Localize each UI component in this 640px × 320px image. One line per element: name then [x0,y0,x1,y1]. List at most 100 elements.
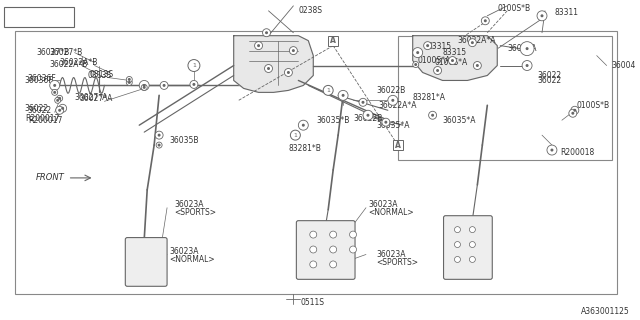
Circle shape [476,64,479,67]
Text: 36023A: 36023A [368,200,397,209]
Circle shape [474,61,481,69]
Circle shape [128,78,131,81]
Circle shape [569,109,577,117]
Circle shape [323,85,333,95]
Text: 0227S: 0227S [22,12,51,21]
Circle shape [59,104,67,112]
Text: R200018: R200018 [560,148,594,156]
Text: 36022A*A: 36022A*A [458,36,496,45]
Text: A: A [330,36,336,45]
Text: 1: 1 [293,132,298,138]
Text: 36027*B: 36027*B [50,48,83,57]
Bar [393,140,403,150]
Circle shape [53,84,56,87]
Bar [15,31,616,294]
Circle shape [7,11,19,23]
Text: 36022: 36022 [537,71,561,80]
Circle shape [385,121,387,124]
Text: <NORMAL>: <NORMAL> [169,255,214,264]
Circle shape [310,246,317,253]
Circle shape [359,98,367,106]
Circle shape [413,61,419,68]
Circle shape [190,80,198,88]
Circle shape [52,89,58,95]
Text: 83281*A: 83281*A [413,93,445,102]
Text: 36036F: 36036F [25,76,54,85]
Circle shape [454,227,460,233]
Circle shape [429,111,436,119]
Text: 36022B: 36022B [353,114,382,123]
Circle shape [143,84,146,87]
Circle shape [547,145,557,155]
Circle shape [143,86,146,89]
Text: 36022B: 36022B [376,86,405,95]
Circle shape [160,81,168,89]
Circle shape [298,120,308,130]
Text: 36022: 36022 [28,106,52,115]
Circle shape [284,68,292,76]
Circle shape [431,114,434,117]
Circle shape [454,256,460,262]
Text: 36035*A: 36035*A [442,116,476,125]
Circle shape [53,91,56,94]
Circle shape [363,110,373,120]
Circle shape [330,261,337,268]
Circle shape [349,246,356,253]
Circle shape [265,31,268,34]
Circle shape [525,64,529,67]
Text: 0100S*A: 0100S*A [418,56,451,65]
Text: 83311: 83311 [555,8,579,17]
Text: 0238S: 0238S [298,6,323,15]
Bar [328,36,338,46]
Text: 36027*B: 36027*B [36,48,70,57]
Circle shape [414,63,417,66]
Circle shape [541,14,543,17]
Circle shape [525,47,529,50]
Circle shape [257,44,260,47]
Circle shape [157,134,161,137]
Circle shape [302,124,305,127]
Circle shape [388,95,398,105]
Circle shape [262,29,271,37]
Circle shape [58,109,61,112]
Circle shape [157,144,161,147]
Text: A: A [395,140,401,149]
Circle shape [58,97,61,100]
Circle shape [310,261,317,268]
FancyBboxPatch shape [4,7,74,27]
Circle shape [56,99,59,102]
Text: 0100S*B: 0100S*B [577,101,610,110]
Text: 0100S*A: 0100S*A [435,58,468,67]
Circle shape [469,256,476,262]
FancyBboxPatch shape [296,221,355,279]
Circle shape [128,81,131,84]
Circle shape [413,48,422,58]
Circle shape [367,114,369,117]
Circle shape [436,69,439,72]
Text: 36085A: 36085A [507,44,537,53]
Text: 36027*A: 36027*A [75,93,108,102]
Text: 36023A: 36023A [169,247,198,256]
Circle shape [469,227,476,233]
Circle shape [362,101,365,104]
Circle shape [126,76,132,83]
Circle shape [481,17,490,25]
Circle shape [469,242,476,247]
Text: <NORMAL>: <NORMAL> [368,208,413,217]
Circle shape [310,231,317,238]
Circle shape [550,148,554,152]
Circle shape [289,47,298,55]
Circle shape [382,118,390,126]
Circle shape [193,83,195,86]
Circle shape [471,41,474,44]
Circle shape [451,59,454,62]
Text: 36035*B: 36035*B [316,116,349,125]
Text: 83315: 83315 [428,42,452,51]
Polygon shape [413,36,497,80]
Circle shape [572,112,574,115]
Circle shape [163,84,166,87]
Circle shape [141,84,147,90]
Circle shape [537,11,547,21]
Circle shape [264,65,273,73]
Text: R200017: R200017 [28,116,62,125]
